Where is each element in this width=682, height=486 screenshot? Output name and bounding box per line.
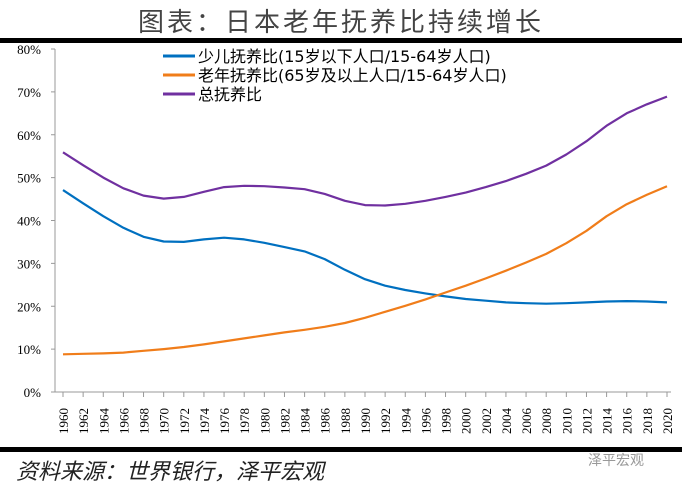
source-note: 资料来源：世界银行，泽平宏观: [16, 460, 325, 485]
x-tick-label: 2016: [620, 408, 635, 435]
chart-title: 图表：日本老年抚养比持续增长: [137, 8, 544, 38]
legend-label-0: 少儿抚养比(15岁以下人口/15-64岁人口): [198, 47, 491, 66]
x-tick-label: 1988: [338, 408, 353, 434]
x-tick-label: 1976: [217, 408, 232, 435]
series-line-0: [62, 189, 668, 305]
y-tick-label: 40%: [17, 214, 41, 229]
x-tick-label: 2020: [660, 408, 675, 434]
x-tick-label: 1990: [358, 408, 373, 434]
x-tick-label: 2014: [600, 408, 615, 435]
watermark: 泽平宏观: [588, 453, 644, 469]
x-tick-label: 2002: [479, 408, 494, 434]
x-tick-label: 2000: [459, 408, 474, 434]
x-tick-label: 1960: [56, 408, 71, 434]
x-tick-label: 1972: [177, 408, 192, 434]
x-tick-label: 2006: [519, 408, 534, 435]
x-tick-label: 1984: [298, 408, 313, 435]
x-tick-label: 1964: [96, 408, 111, 435]
x-tick-label: 1970: [157, 408, 172, 434]
y-tick-label: 30%: [17, 256, 41, 271]
y-tick-label: 70%: [17, 85, 41, 100]
x-tick-label: 1998: [439, 408, 454, 434]
x-tick-label: 2012: [579, 408, 594, 434]
x-tick-label: 1986: [318, 408, 333, 435]
x-tick-label: 2004: [499, 408, 514, 435]
x-tick-label: 1996: [418, 408, 433, 435]
y-tick-label: 0%: [24, 385, 42, 400]
x-tick-label: 1992: [378, 408, 393, 434]
y-tick-label: 10%: [17, 342, 41, 357]
x-tick-label: 2018: [640, 408, 655, 434]
x-tick-label: 1978: [237, 408, 252, 434]
bottom-divider: [0, 447, 682, 452]
x-tick-label: 2008: [539, 408, 554, 434]
x-tick-label: 1994: [398, 408, 413, 435]
series-line-1: [62, 185, 668, 356]
y-tick-label: 60%: [17, 128, 41, 143]
x-tick-label: 1968: [137, 408, 152, 434]
top-divider: [0, 38, 682, 43]
x-tick-label: 1980: [257, 408, 272, 434]
y-tick-label: 80%: [17, 42, 41, 57]
y-tick-label: 50%: [17, 171, 41, 186]
x-tick-label: 1974: [197, 408, 212, 435]
series-line-2: [62, 95, 668, 207]
legend-label-1: 老年抚养比(65岁及以上人口/15-64岁人口): [198, 66, 507, 85]
legend-label-2: 总抚养比: [198, 85, 262, 104]
x-tick-label: 1982: [277, 408, 292, 434]
x-tick-label: 1966: [116, 408, 131, 435]
x-tick-label: 2010: [559, 408, 574, 434]
y-tick-label: 20%: [17, 299, 41, 314]
x-tick-label: 1962: [76, 408, 91, 434]
